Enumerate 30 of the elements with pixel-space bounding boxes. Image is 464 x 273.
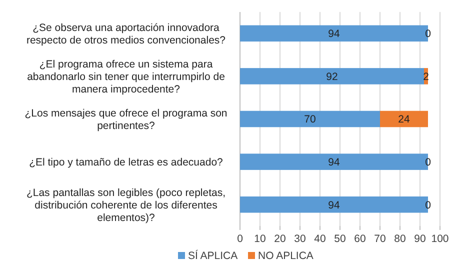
bar (240, 68, 424, 84)
x-tick-label: 10 (254, 233, 266, 245)
bar (380, 110, 428, 128)
data-label: 92 (326, 70, 338, 83)
data-label: 0 (425, 199, 432, 212)
bar (240, 110, 380, 128)
x-tick-label: 0 (237, 233, 244, 245)
data-label: 24 (398, 114, 410, 126)
x-tick-label: 90 (414, 233, 426, 245)
data-label: 94 (328, 199, 340, 212)
x-tick-label: 60 (354, 233, 366, 245)
data-label: 0 (425, 156, 432, 168)
data-label: 94 (328, 156, 340, 168)
x-tick-label: 50 (334, 233, 346, 245)
legend-label: NO APLICA (258, 250, 314, 262)
data-label: 0 (425, 28, 432, 40)
y-tick-label: ¿El programa ofrece un sistema para abandonarlo sin tener que interrumpirlo de manera improcedente? (27, 58, 226, 96)
y-tick-label: ¿Los mensajes que ofrece el programa son pertinentes? (24, 107, 228, 132)
y-tick-label: ¿El tipo y tamaño de letras es adecuado? (29, 156, 224, 168)
legend-label: SÍ APLICA (188, 249, 238, 262)
x-tick-label: 80 (394, 233, 406, 245)
x-tick-label: 100 (431, 233, 449, 245)
data-label: 94 (328, 28, 340, 40)
data-label: 70 (304, 114, 316, 126)
x-tick-label: 40 (314, 233, 326, 245)
x-tick-label: 20 (274, 233, 286, 245)
y-tick-label: ¿Las pantallas son legibles (poco repletas, distribución coherente de los diferentes elementos)? (26, 186, 226, 224)
y-tick-label: ¿Se observa una aportación innovadora respecto de otros medios convencionales? (26, 22, 226, 46)
x-tick-label: 30 (294, 233, 306, 245)
x-tick-label: 70 (374, 233, 386, 245)
